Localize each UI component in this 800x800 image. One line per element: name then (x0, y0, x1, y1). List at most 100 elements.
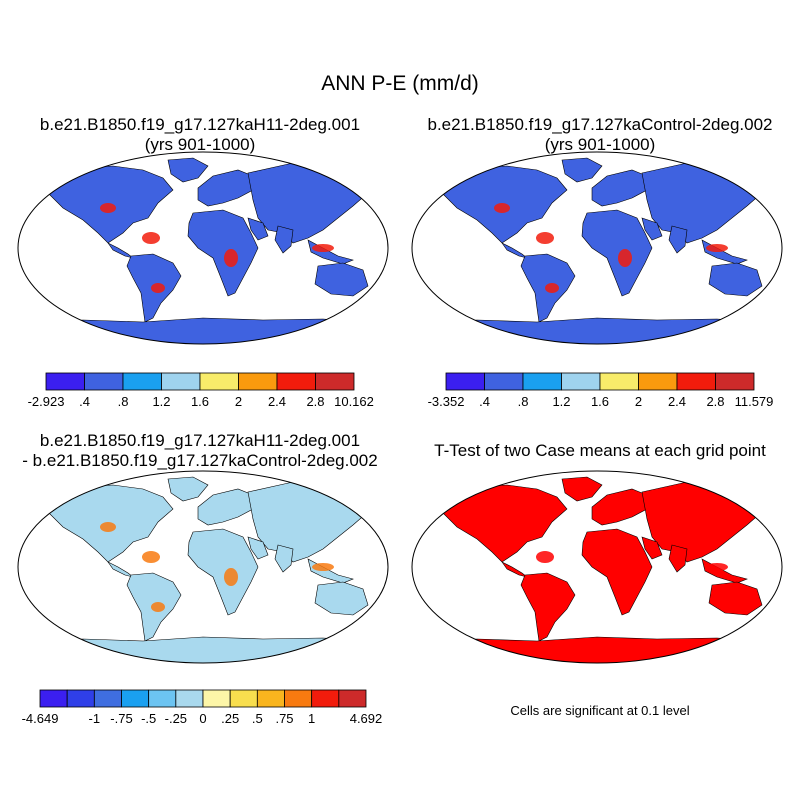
colorbar-difference-box (311, 689, 340, 708)
panel-1-title-line1: b.e21.B1850.f19_g17.127kaH11-2deg.001 (39, 115, 361, 134)
colorbar-case2-label: 2 (635, 394, 642, 409)
colorbar-case2: -3.352 .4 .8 1.2 1.6 2 2.4 2.8 11.579 (428, 372, 774, 409)
colorbar-case2-box (715, 372, 755, 391)
map-difference-outline (17, 470, 389, 664)
colorbar-difference-label: -.25 (165, 711, 187, 726)
map-difference-field-patch (224, 568, 238, 586)
map-case1-field-patch (100, 203, 116, 213)
colorbar-difference-box (39, 689, 68, 708)
map-case1-field-patch (151, 283, 165, 293)
colorbar-case1-box (276, 372, 316, 391)
map-case1-outline (17, 151, 389, 345)
colorbar-case2-label: 1.6 (591, 394, 609, 409)
panel-3-title-line2: - b.e21.B1850.f19_g17.127kaControl-2deg.… (22, 451, 378, 470)
map-ttest-field-patch (494, 522, 510, 532)
colorbar-difference-label: 0 (199, 711, 206, 726)
colorbar-difference-box (338, 689, 367, 708)
panel-3-title: b.e21.B1850.f19_g17.127kaH11-2deg.001 - … (0, 431, 400, 471)
colorbar-case1-label: 2 (235, 394, 242, 409)
colorbar-case2-label: .8 (518, 394, 529, 409)
panel-1-title: b.e21.B1850.f19_g17.127kaH11-2deg.001 (y… (0, 115, 400, 155)
colorbar-difference-label: -.5 (141, 711, 156, 726)
colorbar-case1-box (84, 372, 124, 391)
colorbar-difference-box (256, 689, 285, 708)
colorbar-difference-box (229, 689, 258, 708)
colorbar-difference-box (148, 689, 177, 708)
colorbar-case1-box (199, 372, 239, 391)
colorbar-case1: -2.923 .4 .8 1.2 1.6 2 2.4 2.8 10.162 (28, 372, 374, 409)
colorbar-case2-label: 2.8 (706, 394, 724, 409)
colorbar-case1-label: 2.8 (306, 394, 324, 409)
map-case1-field-patch (142, 232, 160, 244)
map-case2-field-patch (536, 232, 554, 244)
colorbar-difference-label: .25 (221, 711, 239, 726)
panel-2-title-line2: (yrs 901-1000) (544, 135, 656, 154)
colorbar-case2-box (638, 372, 678, 391)
colorbar-case1-box (122, 372, 162, 391)
colorbar-case2-box (445, 372, 485, 391)
map-difference (17, 470, 389, 664)
map-ttest-outline (411, 470, 783, 664)
colorbar-case2-label: 11.579 (735, 394, 774, 409)
colorbar-case2-label: .4 (479, 394, 490, 409)
colorbar-difference-box (121, 689, 150, 708)
colorbar-case1-box (161, 372, 201, 391)
panel-2-title-line1: b.e21.B1850.f19_g17.127kaControl-2deg.00… (427, 115, 773, 134)
colorbar-case2-label: 2.4 (668, 394, 686, 409)
map-difference-field-patch (142, 551, 160, 563)
colorbar-case1-box (315, 372, 355, 391)
significance-note: Cells are significant at 0.1 level (510, 703, 690, 718)
colorbar-case1-label: -2.923 (28, 394, 65, 409)
map-case2-field-patch (618, 249, 632, 267)
colorbar-difference-box (93, 689, 122, 708)
colorbar-difference-box (202, 689, 231, 708)
colorbar-difference-label: .5 (252, 711, 263, 726)
colorbar-case2-box (522, 372, 562, 391)
panel-4-title: T-Test of two Case means at each grid po… (400, 441, 800, 461)
colorbar-case1-label: 1.6 (191, 394, 209, 409)
colorbar-case1-label: 2.4 (268, 394, 286, 409)
colorbar-case2-box (676, 372, 716, 391)
colorbar-case1-label: .4 (79, 394, 90, 409)
colorbar-difference-label: -4.649 (22, 711, 59, 726)
colorbar-difference-label: 1 (308, 711, 315, 726)
colorbar-case2-label: -3.352 (428, 394, 465, 409)
map-case2-outline (411, 151, 783, 345)
colorbar-difference-label: -.75 (110, 711, 132, 726)
map-ttest-field-patch (618, 568, 632, 586)
figure-title: ANN P-E (mm/d) (321, 72, 479, 95)
panel-2-title: b.e21.B1850.f19_g17.127kaControl-2deg.00… (400, 115, 800, 155)
map-case2 (411, 151, 783, 345)
map-difference-field-patch (151, 602, 165, 612)
colorbar-case2-box (561, 372, 601, 391)
colorbar-case1-box (238, 372, 278, 391)
panel-3-title-line1: b.e21.B1850.f19_g17.127kaH11-2deg.001 (39, 431, 361, 450)
map-case1-field-patch (312, 244, 334, 252)
map-difference-field-patch (312, 563, 334, 571)
panel-4-title-line1: T-Test of two Case means at each grid po… (434, 441, 766, 460)
map-case2-field-patch (706, 244, 728, 252)
colorbar-case2-box (599, 372, 639, 391)
colorbar-case2-box (484, 372, 524, 391)
colorbar-case1-label: .8 (118, 394, 129, 409)
colorbar-difference-box (66, 689, 95, 708)
colorbar-difference-box (284, 689, 313, 708)
map-case1-field-patch (224, 249, 238, 267)
map-case2-field-patch (545, 283, 559, 293)
colorbar-case1-label: 1.2 (152, 394, 170, 409)
colorbar-difference-label: 4.692 (350, 711, 383, 726)
colorbar-case1-label: 10.162 (334, 394, 374, 409)
map-ttest (411, 470, 783, 664)
colorbar-difference-box (175, 689, 204, 708)
colorbar-difference: -4.649 -1 -.75 -.5 -.25 0 .25 .5 .75 1 4.692 (22, 689, 383, 726)
map-difference-field-patch (100, 522, 116, 532)
map-ttest-field-patch (536, 551, 554, 563)
map-ttest-field-patch (706, 563, 728, 571)
colorbar-difference-label: -1 (89, 711, 101, 726)
panel-1-title-line2: (yrs 901-1000) (144, 135, 256, 154)
colorbar-case1-box (45, 372, 85, 391)
map-case1 (17, 151, 389, 345)
map-case2-field-patch (494, 203, 510, 213)
colorbar-difference-label: .75 (275, 711, 293, 726)
